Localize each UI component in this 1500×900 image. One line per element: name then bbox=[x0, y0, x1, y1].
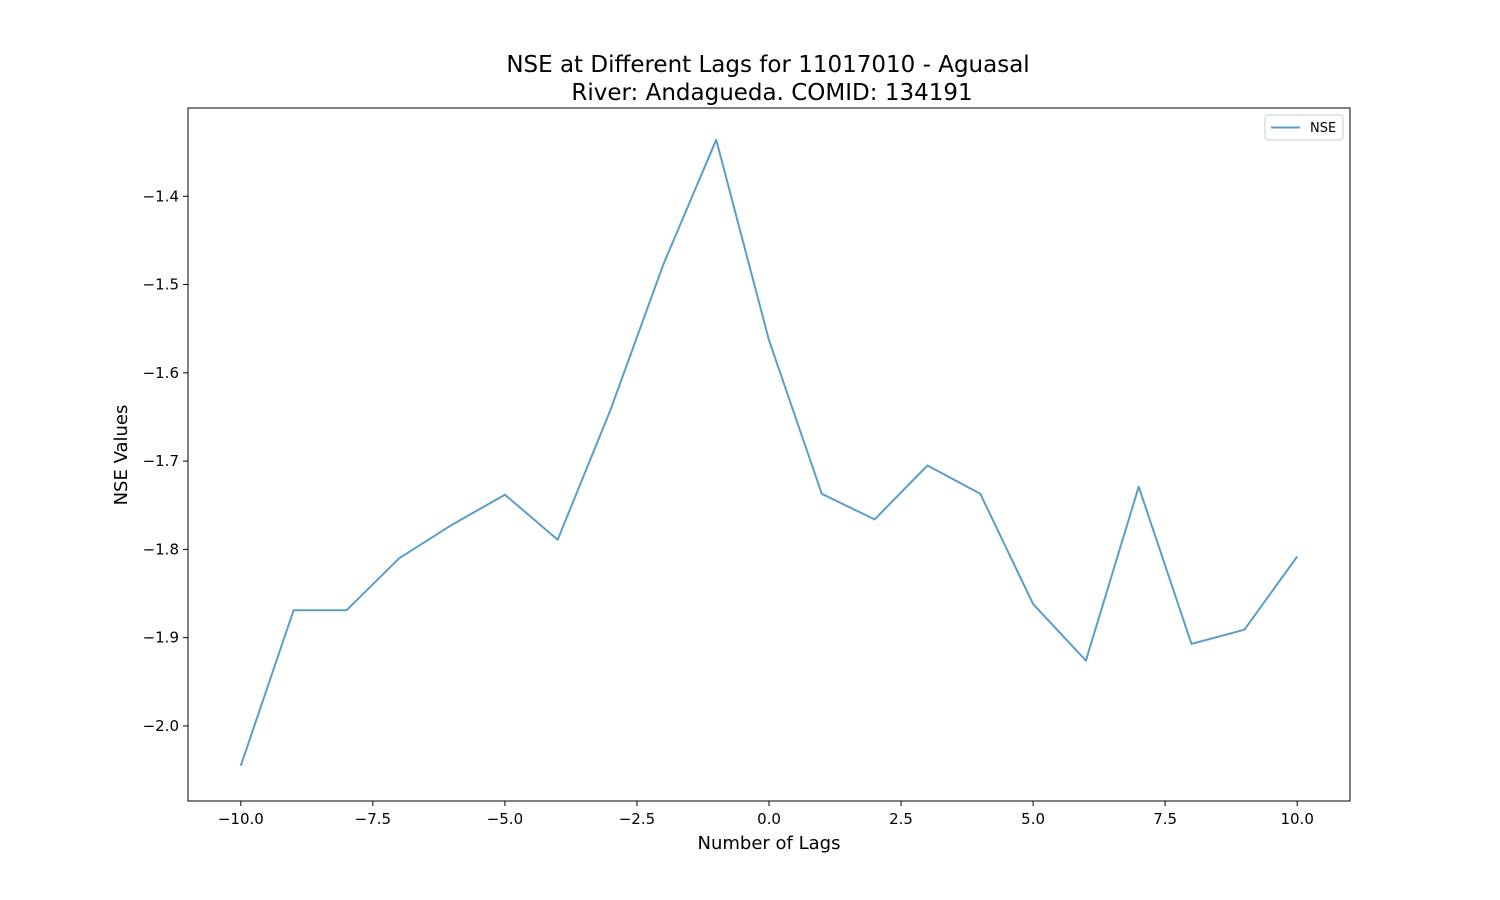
series-layer bbox=[239, 138, 1299, 767]
chart-title-line-1: NSE at Different Lags for 11017010 - Agu… bbox=[506, 52, 1029, 78]
x-axis-ticks: −10.0 −7.5 −5.0 −2.5 0.0 2.5 5.0 7.5 10.0 bbox=[218, 801, 1314, 828]
y-tick-label: −1.7 bbox=[143, 452, 179, 470]
x-tick-label: −7.5 bbox=[355, 810, 391, 828]
y-tick-label: −1.8 bbox=[143, 540, 179, 558]
x-tick-label: −2.5 bbox=[619, 810, 655, 828]
y-tick-label: −1.9 bbox=[143, 629, 179, 647]
legend-box bbox=[1264, 114, 1344, 141]
legend: NSE bbox=[1264, 114, 1344, 141]
x-axis-label: Number of Lags bbox=[698, 833, 841, 854]
y-tick-label: −1.4 bbox=[143, 187, 179, 205]
x-tick-label: 10.0 bbox=[1280, 810, 1313, 828]
y-tick-label: −1.6 bbox=[143, 364, 179, 382]
y-axis-label: NSE Values bbox=[111, 405, 132, 506]
x-tick-label: 5.0 bbox=[1021, 810, 1045, 828]
plot-area: −10.0 −7.5 −5.0 −2.5 0.0 2.5 5.0 7.5 10.0 −2.0 −1… bbox=[143, 107, 1351, 828]
x-tick-label: −5.0 bbox=[487, 810, 523, 828]
x-tick-label: 0.0 bbox=[757, 810, 781, 828]
x-tick-label: 7.5 bbox=[1153, 810, 1177, 828]
x-tick-label: −10.0 bbox=[218, 810, 264, 828]
legend-label-nse: NSE bbox=[1310, 121, 1336, 136]
x-tick-label: 2.5 bbox=[889, 810, 913, 828]
y-tick-label: −1.5 bbox=[143, 276, 179, 294]
chart-title-line-2: River: Andagueda. COMID: 134191 bbox=[571, 80, 972, 106]
y-tick-label: −2.0 bbox=[143, 717, 179, 735]
y-axis-ticks: −2.0 −1.9 −1.8 −1.7 −1.6 −1.5 −1.4 bbox=[143, 187, 188, 735]
